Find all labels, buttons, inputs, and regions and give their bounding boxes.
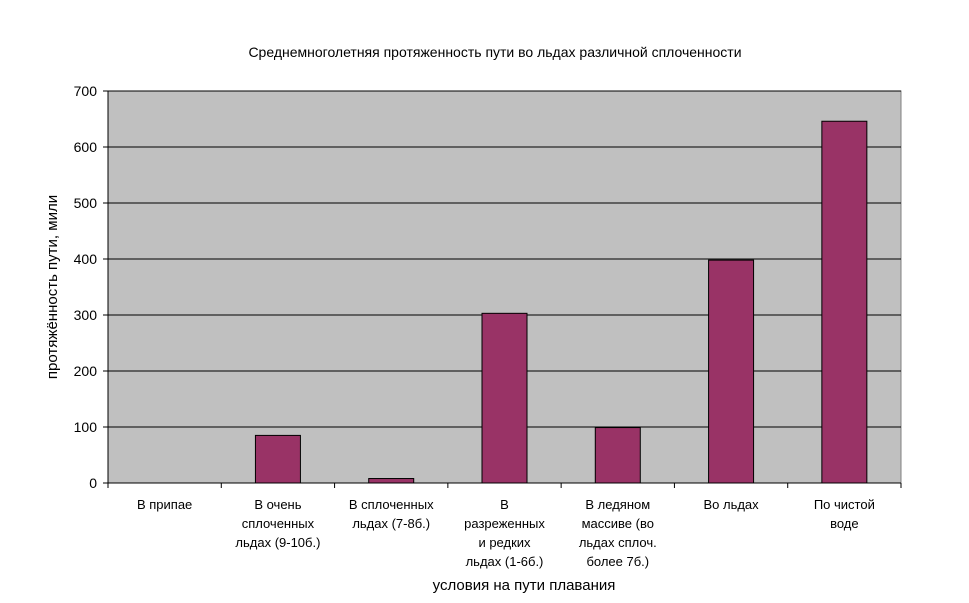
x-category-label: Во льдах [703,497,759,512]
axes [103,90,902,488]
y-tick-label: 400 [74,251,98,267]
x-category-label: В очень сплоченных льдах (9-10б.) [235,497,320,550]
y-tick-label: 600 [74,139,98,155]
bar [254,434,301,484]
x-axis-title: условия на пути плавания [433,577,616,594]
bar [594,427,641,484]
x-category-label: В сплоченных льдах (7-8б.) [349,497,434,531]
x-category-label: В ледяном массиве (во льдах сплоч. более 7б… [579,497,657,569]
y-tick-label: 200 [74,363,98,379]
x-category-labels: В припае В очень сплоченных льдах (9-10б.) В… [137,497,875,569]
y-tick-label: 700 [74,83,98,99]
y-tick-label: 0 [89,475,97,491]
bar [821,120,868,484]
y-tick-label: 100 [74,419,98,435]
y-tick-labels: 0 100 200 300 400 500 600 700 [74,83,98,491]
y-tick-label: 500 [74,195,98,211]
y-axis-title: протяжённость пути, мили [44,195,61,379]
x-category-label: По чистой воде [814,497,875,531]
bars [254,120,868,484]
chart-title: Среднемноголетняя протяженность пути во … [248,44,742,60]
bar [708,259,755,484]
y-tick-label: 300 [74,307,98,323]
bar [368,478,415,484]
x-category-label: В припае [137,497,192,512]
bar [481,312,528,484]
